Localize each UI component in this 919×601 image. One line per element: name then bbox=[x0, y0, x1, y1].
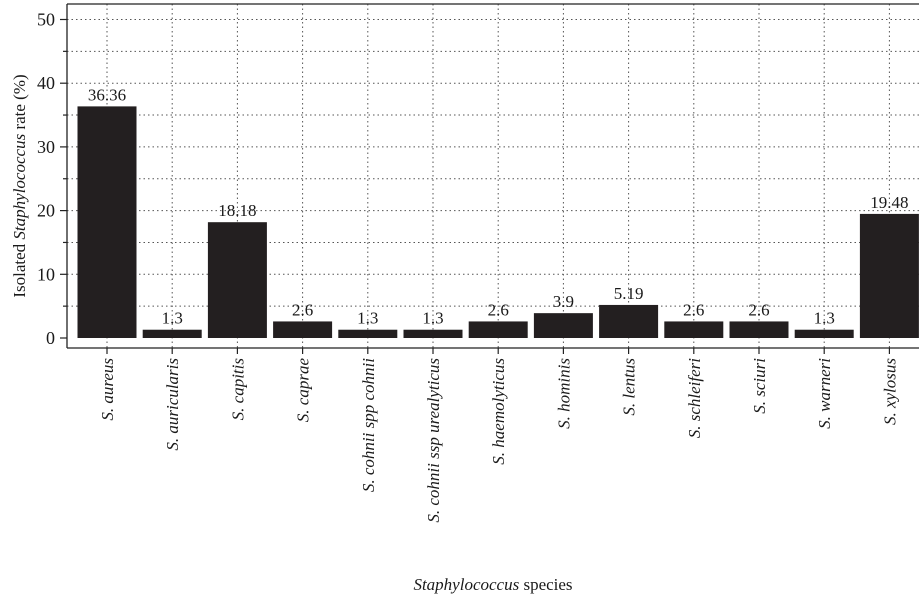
y-tick-label: 30 bbox=[37, 137, 55, 157]
data-label: 2.6 bbox=[748, 300, 769, 319]
y-tick-label: 50 bbox=[37, 10, 55, 30]
x-tick-label: S. schleiferi bbox=[685, 358, 704, 439]
data-labels: 36.36 1.3 18.18 2.6 1.3 1.3 2.6 3.9 5.19 2.6 2.6 1.… bbox=[88, 85, 909, 327]
data-label: 1.3 bbox=[814, 309, 835, 328]
data-label: 19.48 bbox=[870, 193, 908, 212]
bar bbox=[729, 321, 789, 338]
bar bbox=[77, 106, 137, 338]
bar bbox=[664, 321, 724, 338]
y-tick-label: 40 bbox=[37, 73, 55, 93]
y-tick-label: 20 bbox=[37, 201, 55, 221]
axes bbox=[60, 3, 919, 354]
data-label: 1.3 bbox=[162, 309, 183, 328]
x-axis-title: Staphylococcus species bbox=[413, 575, 572, 594]
x-tick-label: S. aureus bbox=[98, 358, 117, 421]
bar bbox=[859, 213, 919, 338]
data-label: 36.36 bbox=[88, 85, 126, 104]
y-tick-label: 10 bbox=[37, 264, 55, 284]
data-label: 2.6 bbox=[292, 300, 313, 319]
bar bbox=[599, 304, 659, 338]
data-label: 1.3 bbox=[357, 309, 378, 328]
data-label: 2.6 bbox=[488, 300, 509, 319]
x-tick-label: S. xylosus bbox=[880, 358, 899, 425]
bar bbox=[468, 321, 528, 338]
data-label: 3.9 bbox=[553, 292, 574, 311]
x-tick-label: S. caprae bbox=[294, 358, 313, 423]
x-tick-label: S. lentus bbox=[620, 358, 639, 416]
x-tick-label: S. hominis bbox=[554, 358, 573, 429]
x-tick-label: S. capitis bbox=[228, 358, 247, 421]
bar bbox=[403, 329, 463, 338]
bar bbox=[273, 321, 333, 338]
data-label: 5.19 bbox=[614, 284, 644, 303]
bar bbox=[142, 329, 202, 338]
y-tick-label: 0 bbox=[46, 328, 55, 348]
x-tick-label: S. haemolyticus bbox=[489, 358, 508, 465]
bar bbox=[207, 222, 267, 338]
bar bbox=[338, 329, 398, 338]
x-tick-label: S. warneri bbox=[815, 358, 834, 429]
x-tick-label: S. auricularis bbox=[163, 358, 182, 451]
x-tick-label: S. sciuri bbox=[750, 358, 769, 414]
x-tick-label: S. cohnii ssp urealyticus bbox=[424, 358, 443, 523]
x-tick-labels: S. aureus S. auricularis S. capitis S. capr… bbox=[98, 358, 899, 523]
y-axis-title: Isolated Staphylococcus rate (%) bbox=[10, 74, 29, 297]
gridlines bbox=[67, 4, 919, 348]
bar bbox=[794, 329, 854, 338]
bars bbox=[77, 106, 919, 338]
data-label: 2.6 bbox=[683, 300, 704, 319]
y-tick-labels: 0 10 20 30 40 50 bbox=[37, 10, 55, 349]
x-tick-label: S. cohnii spp cohnii bbox=[359, 358, 378, 492]
data-label: 1.3 bbox=[422, 309, 443, 328]
bar bbox=[533, 313, 593, 338]
data-label: 18.18 bbox=[218, 201, 256, 220]
